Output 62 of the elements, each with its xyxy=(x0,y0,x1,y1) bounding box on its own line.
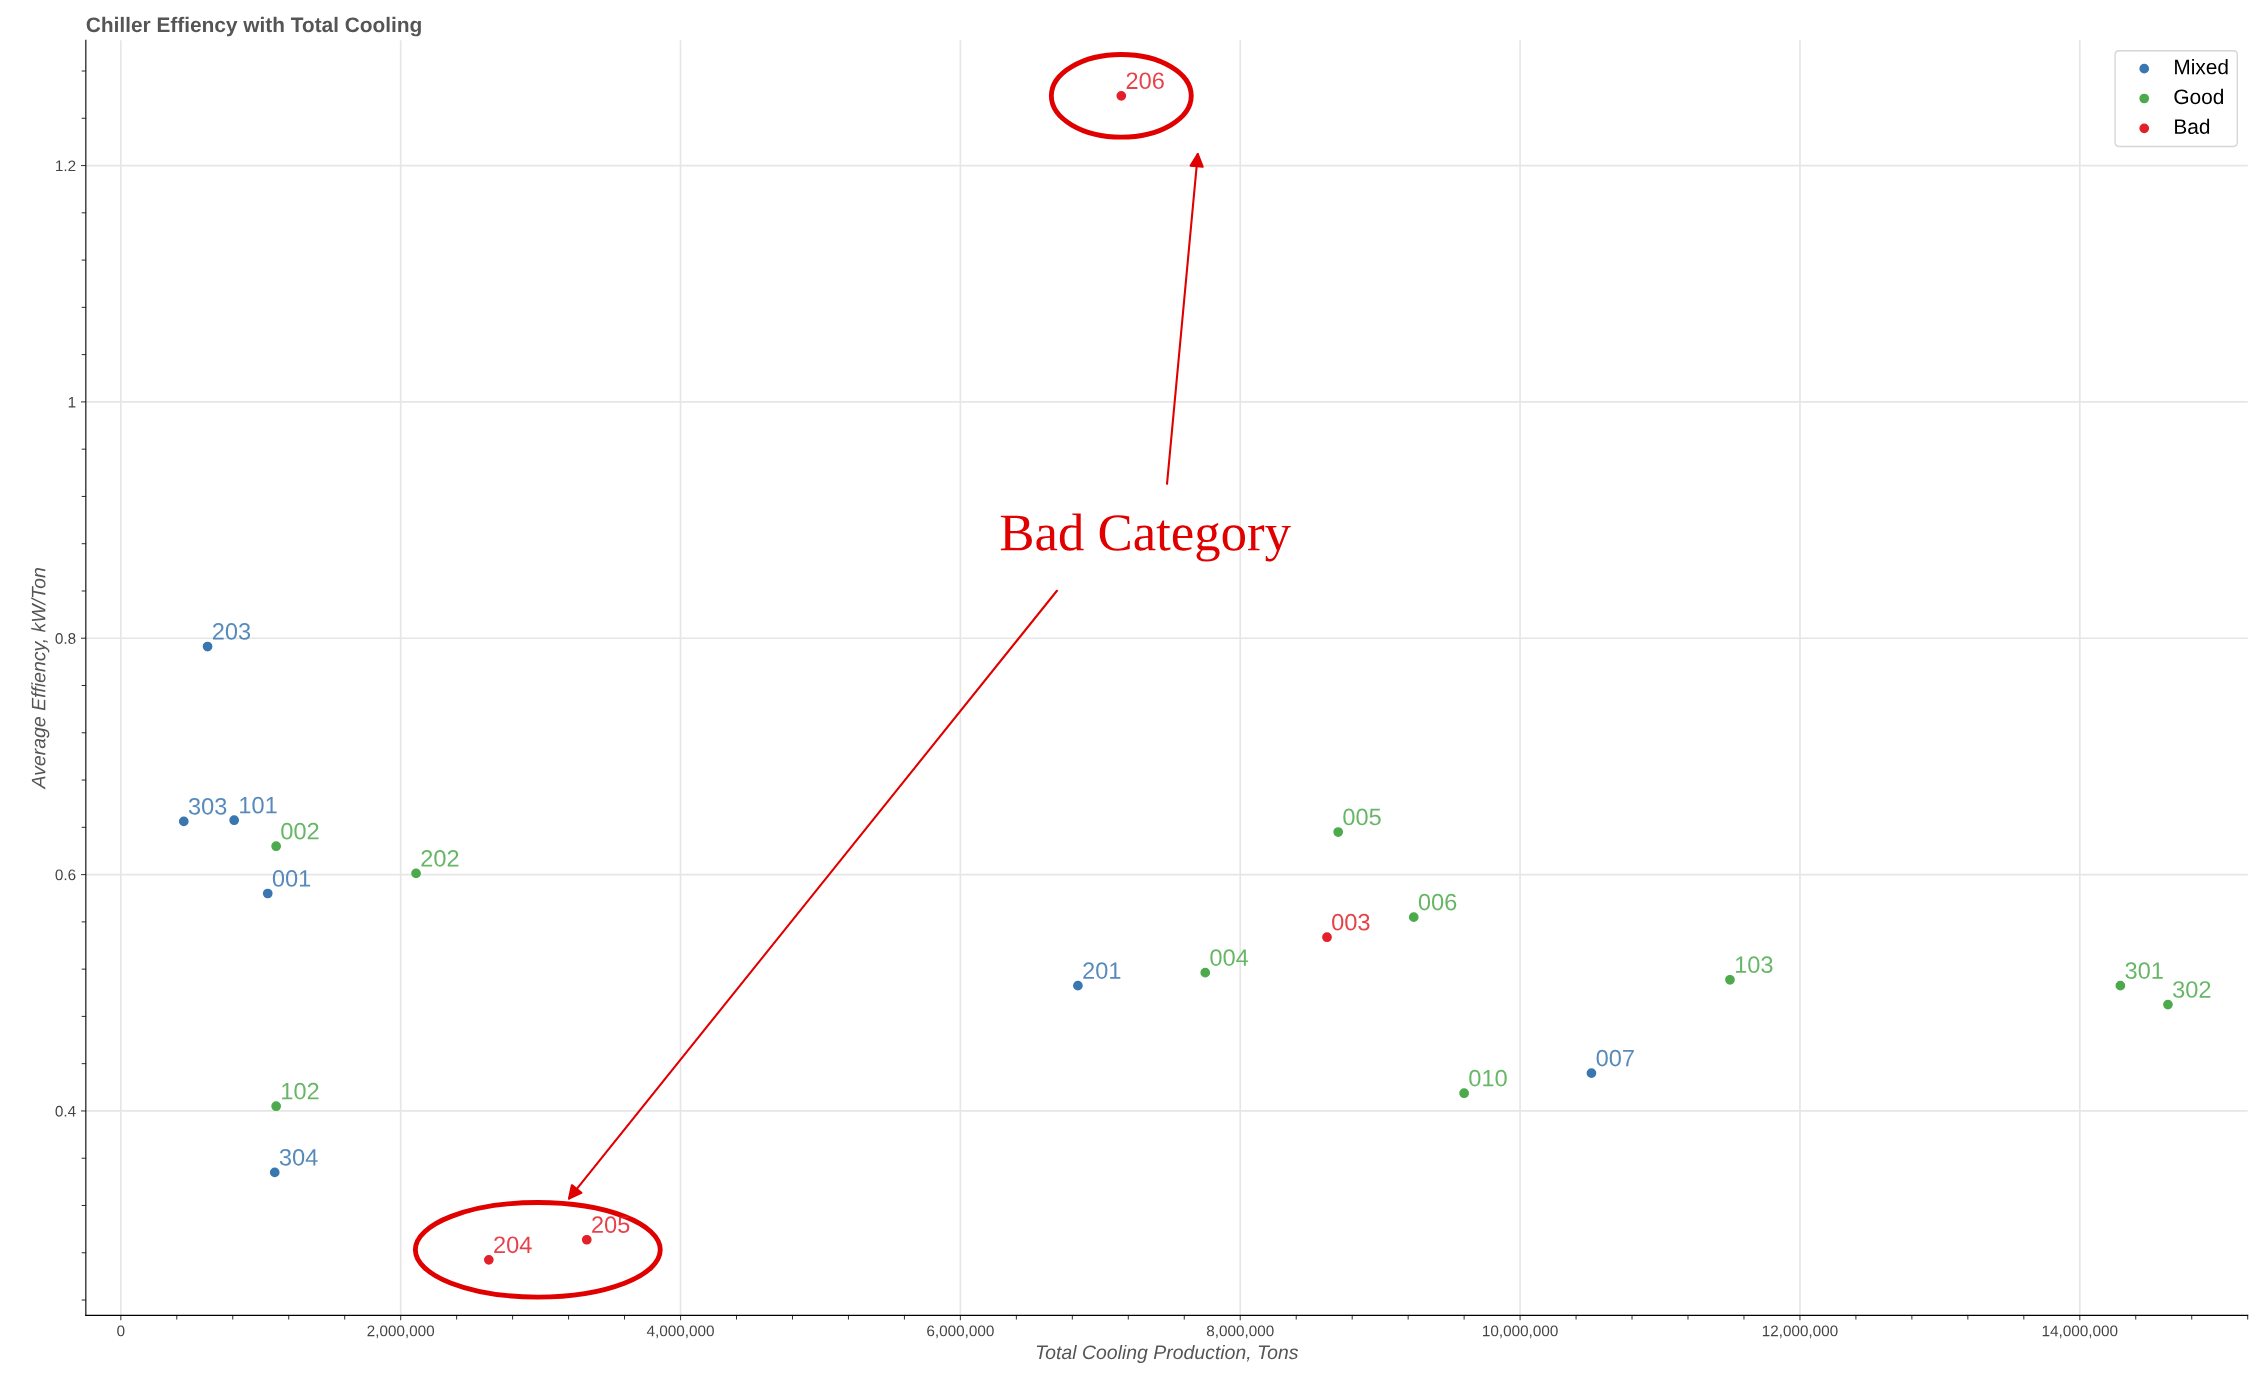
annotation: 101 xyxy=(240,796,277,814)
point xyxy=(262,888,273,899)
annotation: 205 xyxy=(592,1216,630,1234)
annotation: 202 xyxy=(421,849,459,867)
point xyxy=(1725,974,1735,985)
annotation: Bad Category xyxy=(1000,513,1291,562)
point xyxy=(271,1101,282,1112)
legend-label: Bad xyxy=(2175,118,2210,135)
point xyxy=(202,641,213,652)
annotation: 004 xyxy=(1210,949,1249,966)
annotation: 006 xyxy=(1418,893,1457,911)
x-tick-label: 6,000,000 xyxy=(927,1325,994,1339)
point xyxy=(269,1167,280,1178)
annotation: 003 xyxy=(1332,913,1370,931)
y-tick-label: 1.2 xyxy=(56,160,76,172)
annotation: 001 xyxy=(272,870,311,887)
y-axis-title: Average Effiency, kW/Ton xyxy=(31,568,50,790)
legend-label: Mixed xyxy=(2175,59,2228,75)
x-tick-label: 12,000,000 xyxy=(1762,1325,1838,1339)
y-tick-label: 0.8 xyxy=(55,633,76,644)
point xyxy=(411,868,421,879)
point xyxy=(1116,90,1127,101)
x-tick-label: 2,000,000 xyxy=(367,1325,435,1339)
annotation: 301 xyxy=(2125,962,2163,979)
point xyxy=(1073,980,1083,991)
point xyxy=(2115,980,2126,991)
annotation: 204 xyxy=(494,1236,532,1254)
annotation: 002 xyxy=(281,822,319,840)
annotation: 103 xyxy=(1735,956,1773,974)
x-tick-label: 4,000,000 xyxy=(646,1325,714,1339)
point xyxy=(1200,967,1211,978)
x-tick-label: 0 xyxy=(117,1325,125,1337)
point xyxy=(483,1254,494,1265)
point xyxy=(271,841,282,852)
y-tick-label: 0.4 xyxy=(55,1105,76,1117)
annotation: 010 xyxy=(1469,1069,1507,1087)
point xyxy=(1408,912,1419,922)
point xyxy=(1333,827,1344,837)
point xyxy=(2163,999,2173,1010)
point xyxy=(229,815,240,826)
legend-label: Good xyxy=(2174,88,2224,105)
x-tick-label: 10,000,000 xyxy=(1483,1325,1558,1339)
y-tick-label: 0.6 xyxy=(55,869,76,881)
x-axis-title: Total Cooling Production, Tons xyxy=(1036,1344,1299,1364)
x-tick-label: 14,000,000 xyxy=(2042,1325,2118,1339)
annotation: 303 xyxy=(188,797,227,815)
annotation: 005 xyxy=(1343,808,1381,826)
annotation: 102 xyxy=(282,1082,319,1100)
chart-title: Chiller Effiency with Total Cooling xyxy=(86,16,421,37)
point xyxy=(1459,1088,1469,1099)
x-tick-label: 8,000,000 xyxy=(1206,1325,1274,1339)
point xyxy=(581,1234,592,1245)
annotation: 007 xyxy=(1596,1049,1634,1067)
point xyxy=(178,816,189,827)
annotation: 203 xyxy=(212,623,251,640)
point xyxy=(1586,1068,1597,1078)
annotation: 304 xyxy=(279,1148,318,1166)
point xyxy=(1322,932,1332,943)
annotation: 201 xyxy=(1083,962,1121,979)
annotation: 206 xyxy=(1126,72,1164,90)
annotation: 302 xyxy=(2173,981,2211,998)
y-tick-label: 1 xyxy=(68,396,76,408)
